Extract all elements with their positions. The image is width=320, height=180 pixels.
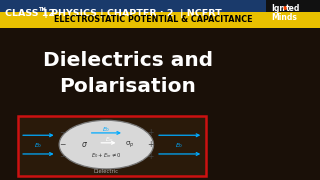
Text: +: + [147, 140, 154, 149]
FancyBboxPatch shape [0, 12, 320, 28]
Text: −: − [59, 152, 66, 161]
Text: | PHYSICS | CHAPTER : 2  | NCERT: | PHYSICS | CHAPTER : 2 | NCERT [41, 10, 222, 19]
Text: −: − [59, 140, 66, 149]
Text: +: + [147, 152, 154, 161]
Text: •: • [282, 4, 288, 14]
Text: −: − [59, 128, 66, 137]
Text: Ign: Ign [271, 4, 285, 14]
FancyBboxPatch shape [266, 0, 320, 29]
Text: $E_0$: $E_0$ [102, 125, 110, 134]
Text: σ$_p$: σ$_p$ [125, 139, 134, 150]
FancyBboxPatch shape [0, 0, 266, 28]
Text: $E_0$: $E_0$ [175, 141, 184, 150]
Text: ted: ted [285, 4, 300, 14]
Text: TH: TH [38, 7, 46, 12]
Text: +: + [147, 128, 154, 137]
Text: Polarisation: Polarisation [60, 77, 196, 96]
Ellipse shape [59, 120, 154, 169]
FancyBboxPatch shape [18, 116, 206, 176]
Text: CLASS 12: CLASS 12 [5, 10, 55, 19]
Text: ELECTROSTATIC POTENTIAL & CAPACITANCE: ELECTROSTATIC POTENTIAL & CAPACITANCE [54, 15, 253, 24]
Text: Minds: Minds [271, 14, 297, 22]
Text: σ: σ [82, 140, 87, 149]
Text: Dielectrics and: Dielectrics and [43, 51, 213, 70]
Text: Dielectric: Dielectric [94, 169, 119, 174]
Text: $E_0$: $E_0$ [34, 141, 43, 150]
Text: $E_{in}$: $E_{in}$ [105, 136, 114, 144]
Text: $E_0 + E_{in} \neq 0$: $E_0 + E_{in} \neq 0$ [91, 151, 122, 160]
